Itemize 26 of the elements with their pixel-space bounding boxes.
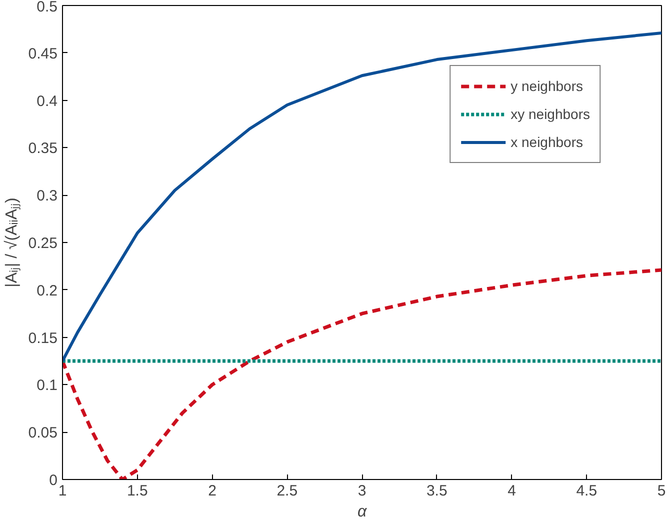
y-tick-label: 0.4 bbox=[36, 92, 58, 110]
line-series bbox=[62, 31, 662, 362]
legend-label: y neighbors bbox=[510, 78, 583, 94]
x-tick-label: 1 bbox=[58, 482, 67, 500]
y-tick-label: 0.05 bbox=[28, 424, 58, 442]
legend-label: x neighbors bbox=[510, 134, 583, 150]
y-tick-label: 0.15 bbox=[28, 330, 58, 347]
y-tick-label: 0.35 bbox=[28, 140, 58, 158]
legend-label: xy neighbors bbox=[510, 106, 590, 122]
x-tick-label: 4.5 bbox=[576, 482, 598, 500]
y-tick-label: 0.45 bbox=[28, 45, 58, 62]
y-tick-label: 0.5 bbox=[36, 0, 58, 16]
y-axis-title: |Aᵢⱼ| / √(AᵢᵢAⱼⱼ) bbox=[3, 198, 20, 288]
y-tick-label: 0.1 bbox=[36, 377, 58, 394]
x-tick-label: 3 bbox=[358, 482, 366, 500]
y-tick-label: 0.3 bbox=[36, 188, 58, 205]
x-tick-label: 2.5 bbox=[276, 482, 298, 500]
x-tick-label: 4 bbox=[508, 482, 516, 500]
x-tick-label: 5 bbox=[657, 482, 666, 500]
y-tick-label: 0 bbox=[49, 472, 58, 489]
x-axis-title: α bbox=[357, 504, 368, 520]
y-tick-label: 0.2 bbox=[36, 282, 58, 300]
x-tick-label: 3.5 bbox=[426, 482, 448, 500]
x-tick-label: 1.5 bbox=[126, 482, 148, 500]
x-tick-label: 2 bbox=[208, 482, 216, 500]
y-tick-label: 0.25 bbox=[28, 235, 58, 252]
